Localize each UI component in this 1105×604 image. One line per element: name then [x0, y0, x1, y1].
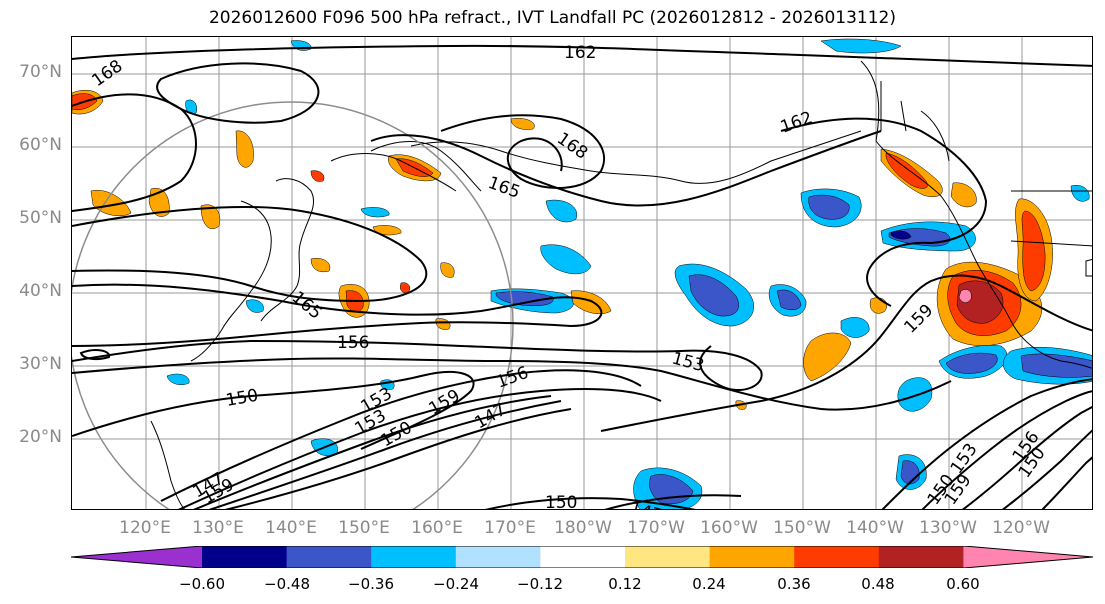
refractivity-contours: [72, 44, 1092, 509]
lat-label-20n: 20°N: [19, 427, 62, 447]
colorbar-tick: −0.12: [517, 575, 563, 593]
lon-label: 160°W: [700, 518, 758, 538]
ivt-shading: [72, 38, 1092, 509]
contour-label: 153: [670, 349, 707, 377]
contour-label: 165: [485, 173, 522, 203]
lon-label: 170°E: [484, 518, 536, 538]
lon-label: 160°E: [411, 518, 463, 538]
lon-label: 170°W: [627, 518, 685, 538]
contour-label: 150: [224, 386, 259, 411]
colorbar-segment: [794, 546, 880, 568]
contour-label: 162: [564, 43, 596, 63]
map-title: 2026012600 F096 500 hPa refract., IVT La…: [208, 8, 896, 28]
lat-label-30n: 30°N: [19, 354, 62, 374]
colorbar-segment: [540, 546, 626, 568]
colorbar-tick: −0.48: [264, 575, 310, 593]
contour-label: 159: [900, 300, 937, 337]
colorbar-segment: [286, 546, 372, 568]
lat-label-70n: 70°N: [19, 62, 62, 82]
colorbar-segment: [371, 546, 457, 568]
lon-label: 150°W: [773, 518, 831, 538]
coastlines: [150, 60, 1092, 509]
colorbar-segment: [963, 546, 1093, 568]
colorbar: [71, 546, 1094, 568]
lon-label: 130°E: [192, 518, 244, 538]
contour-label: 156: [494, 363, 531, 393]
colorbar-segment: [455, 546, 541, 568]
map-svg: 168 162 168 165 162 159 165 156 153 150 …: [72, 37, 1092, 510]
contour-label: 150: [545, 493, 577, 510]
contour-label: 162: [778, 108, 815, 138]
colorbar-segment: [202, 546, 288, 568]
colorbar-tick: −0.60: [179, 575, 225, 593]
colorbar-tick: 0.12: [608, 575, 642, 593]
lat-label-40n: 40°N: [19, 281, 62, 301]
graticule: [72, 37, 1092, 509]
lon-label: 130°W: [919, 518, 977, 538]
colorbar-segment: [71, 546, 202, 568]
lon-label: 140°W: [846, 518, 904, 538]
lon-label: 150°E: [338, 518, 390, 538]
lat-label-50n: 50°N: [19, 208, 62, 228]
contour-label: 168: [88, 56, 126, 91]
lon-label: 120°E: [119, 518, 171, 538]
contour-label: 156: [337, 333, 369, 353]
colorbar-segment: [625, 546, 711, 568]
lon-label: 140°E: [265, 518, 317, 538]
lat-label-60n: 60°N: [19, 135, 62, 155]
map-panel[interactable]: 168 162 168 165 162 159 165 156 153 150 …: [71, 36, 1093, 510]
colorbar-segment: [709, 546, 795, 568]
lon-label: 120°W: [992, 518, 1050, 538]
colorbar-tick: 0.24: [692, 575, 726, 593]
lon-label: 180°W: [554, 518, 612, 538]
contour-labels: 168 162 168 165 162 159 165 156 153 150 …: [88, 43, 1049, 510]
colorbar-tick: −0.36: [348, 575, 394, 593]
colorbar-segment: [878, 546, 964, 568]
colorbar-tick: 0.36: [777, 575, 811, 593]
contour-label: 168: [553, 129, 591, 164]
colorbar-tick: 0.48: [861, 575, 895, 593]
colorbar-tick: −0.24: [433, 575, 479, 593]
contour-label: 147: [628, 499, 665, 510]
colorbar-tick: 0.60: [946, 575, 980, 593]
